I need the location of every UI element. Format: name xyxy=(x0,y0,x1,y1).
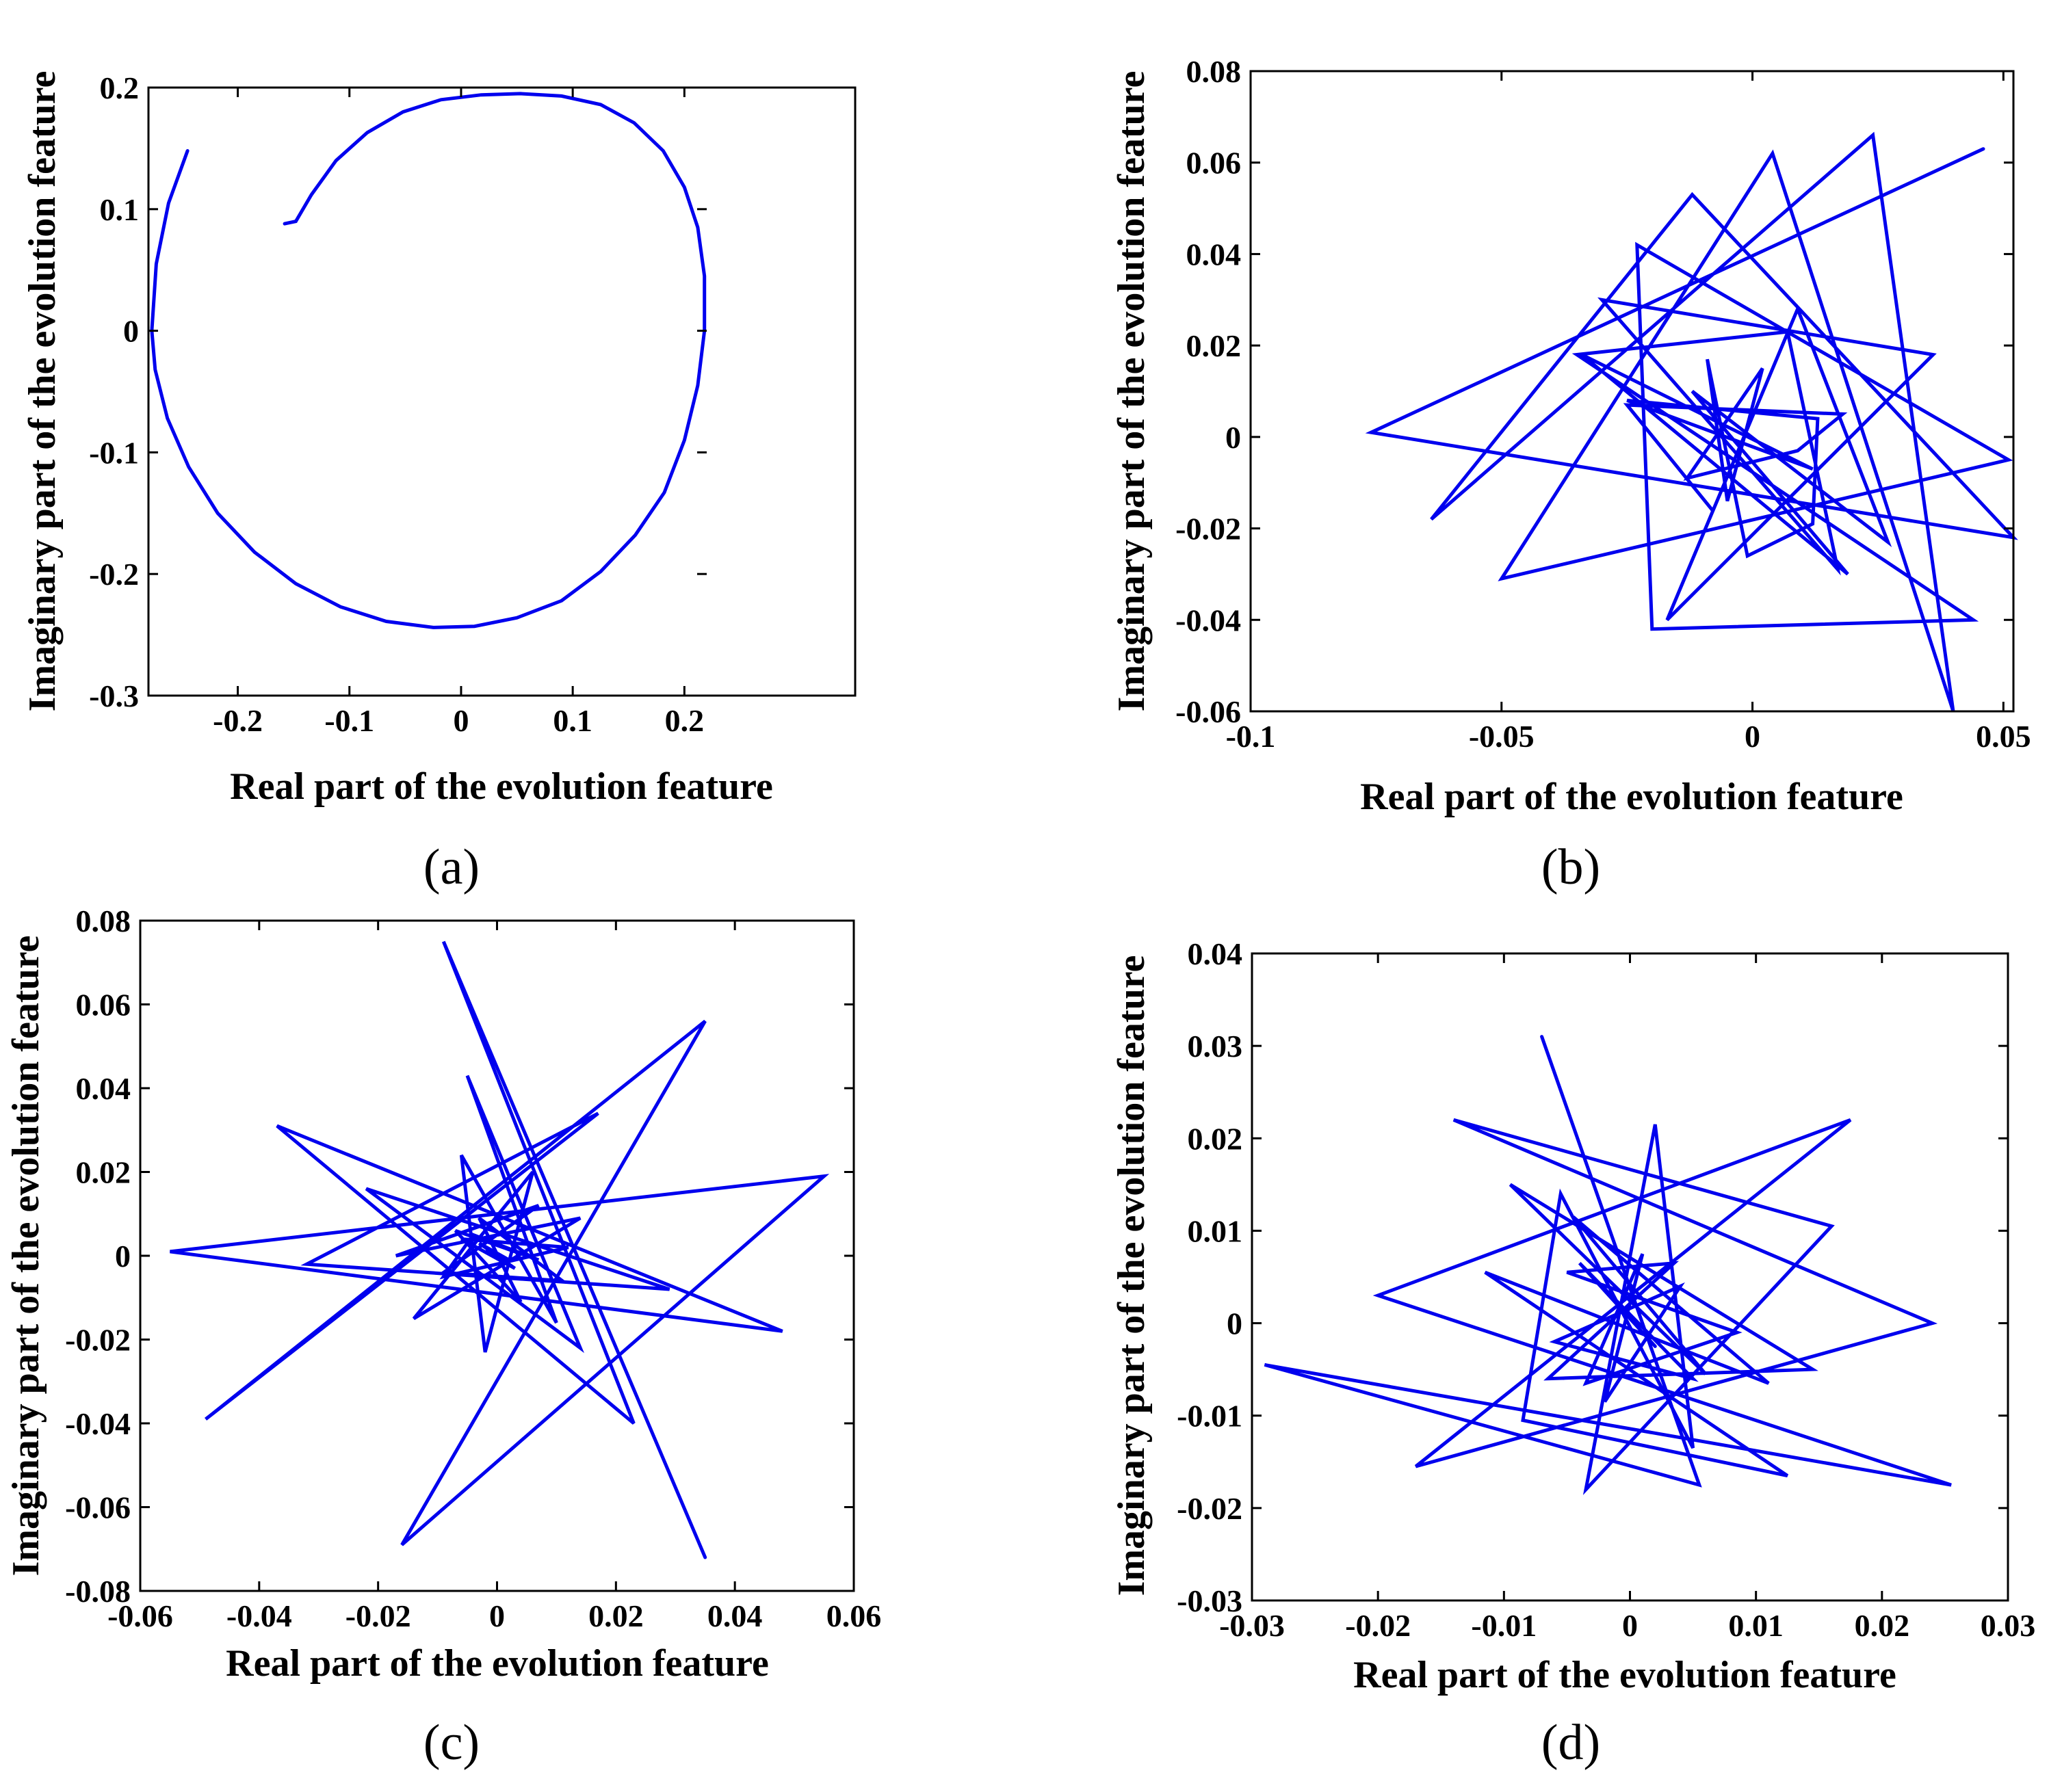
chart-panel-c: -0.06 -0.04 -0.02 0 0.02 0.04 0.06-0.08-0.06-0… xyxy=(5,904,881,1771)
x-tick-label: 0 xyxy=(1745,719,1760,754)
y-tick-label: 0.08 xyxy=(76,904,131,938)
x-tick-label: 0.02 xyxy=(1855,1608,1910,1643)
axis-ticks-d: -0.03 -0.02 -0.01 0 0.01 0.02 0.03 -0.03 -0.02 -0… xyxy=(1177,936,2035,1643)
y-tick-label: -0.02 xyxy=(1177,1491,1242,1526)
y-tick-label: -0.01 xyxy=(1177,1399,1242,1434)
y-tick-label: 0 xyxy=(115,1239,131,1274)
y-tick-label: 0.04 xyxy=(76,1071,131,1106)
y-tick-label: -0.06 xyxy=(1175,694,1241,729)
series-line-c xyxy=(170,940,830,1559)
y-axis-label-a: Imaginary part of the evolution feature xyxy=(21,71,64,712)
y-tick-label: 0 xyxy=(1225,420,1241,455)
y-tick-label: 0.04 xyxy=(1186,237,1242,272)
axis-ticks-b: -0.1 -0.05 0 0.05 -0.06 -0.04 -0.02 0 0.02 0.04 0.… xyxy=(1175,54,2031,754)
y-tick-label: 0.06 xyxy=(1186,146,1242,181)
y-tick-label: -0.04 xyxy=(1175,603,1241,637)
series-line-b xyxy=(1365,131,2018,712)
series-line-d xyxy=(1264,1035,1952,1495)
y-tick-label: 0.01 xyxy=(1188,1213,1243,1248)
y-tick-label: 0.08 xyxy=(1186,54,1242,89)
y-tick-label: 0.04 xyxy=(1188,936,1243,971)
chart-panel-b: -0.1 -0.05 0 0.05 -0.06 -0.04 -0.02 0 0.02 0.04 0.… xyxy=(1110,54,2031,895)
y-tick-label: -0.06 xyxy=(65,1490,131,1525)
y-tick-label: 0.2 xyxy=(100,70,140,105)
y-tick-label: -0.02 xyxy=(65,1323,131,1358)
x-tick-label: 0 xyxy=(1622,1608,1638,1643)
y-tick-label: 0.02 xyxy=(1188,1121,1243,1156)
chart-panel-a: -0.2 -0.1 0 0.1 0.2 -0.3 -0.2 -0.1 0 0.1 0.2 Real … xyxy=(21,70,857,895)
y-axis-label-b: Imaginary part of the evolution feature xyxy=(1110,71,1153,712)
y-tick-label: 0.06 xyxy=(76,988,131,1023)
x-tick-label: 0.04 xyxy=(707,1598,763,1633)
y-tick-label: 0.02 xyxy=(1186,328,1242,363)
chart-panel-d: -0.03 -0.02 -0.01 0 0.01 0.02 0.03 -0.03 -0.02 -0… xyxy=(1110,936,2035,1771)
y-tick-label: -0.2 xyxy=(89,557,139,592)
panel-label-c: (c) xyxy=(423,1715,480,1771)
plot-area-b xyxy=(1365,131,2018,712)
plot-area-a xyxy=(150,92,707,629)
panel-label-a: (a) xyxy=(423,839,480,895)
x-tick-label: 0 xyxy=(453,703,469,738)
y-tick-label: -0.08 xyxy=(65,1574,131,1609)
y-tick-label: -0.03 xyxy=(1177,1583,1242,1618)
plot-area-d xyxy=(1264,1035,1952,1495)
y-tick-label: 0.02 xyxy=(76,1155,131,1190)
series-line-a xyxy=(150,92,707,629)
axis-ticks-a: -0.2 -0.1 0 0.1 0.2 -0.3 -0.2 -0.1 0 0.1 0.2 xyxy=(89,70,707,738)
y-axis-label-c: Imaginary part of the evolution feature xyxy=(5,936,47,1577)
x-axis-label-c: Real part of the evolution feature xyxy=(226,1642,769,1685)
x-tick-label: 0.03 xyxy=(1981,1608,2036,1643)
panel-label-d: (d) xyxy=(1541,1715,1600,1771)
x-axis-label-a: Real part of the evolution feature xyxy=(230,765,773,808)
x-tick-label: -0.04 xyxy=(226,1598,292,1633)
x-axis-label-b: Real part of the evolution feature xyxy=(1360,776,1903,818)
plot-frame-d xyxy=(1251,952,2009,1602)
x-tick-label: -0.1 xyxy=(1226,719,1276,754)
y-tick-label: 0.1 xyxy=(100,192,140,227)
x-axis-label-d: Real part of the evolution feature xyxy=(1353,1654,1896,1696)
x-tick-label: -0.01 xyxy=(1471,1608,1537,1643)
plot-frame-a xyxy=(147,86,857,697)
x-tick-label: 0.05 xyxy=(1976,719,2031,754)
x-tick-label: 0.02 xyxy=(588,1598,644,1633)
y-tick-label: -0.04 xyxy=(65,1406,131,1441)
x-tick-label: -0.02 xyxy=(345,1598,411,1633)
y-tick-label: 0 xyxy=(123,314,139,349)
x-tick-label: -0.05 xyxy=(1469,719,1535,754)
panel-label-b: (b) xyxy=(1541,839,1600,895)
y-tick-label: 0 xyxy=(1227,1306,1242,1341)
x-tick-label: -0.2 xyxy=(213,703,263,738)
y-tick-label: -0.1 xyxy=(89,435,139,470)
x-tick-label: 0.06 xyxy=(826,1598,882,1633)
x-tick-label: 0 xyxy=(489,1598,505,1633)
y-axis-label-d: Imaginary part of the evolution feature xyxy=(1110,956,1153,1596)
y-tick-label: -0.3 xyxy=(89,678,139,713)
x-tick-label: -0.1 xyxy=(324,703,374,738)
x-tick-label: -0.03 xyxy=(1219,1608,1285,1643)
x-tick-label: 0.1 xyxy=(553,703,592,738)
x-tick-label: -0.06 xyxy=(107,1598,173,1633)
x-tick-label: 0.2 xyxy=(665,703,705,738)
plot-area-c xyxy=(170,940,830,1559)
x-tick-label: 0.01 xyxy=(1728,1608,1784,1643)
y-tick-label: 0.03 xyxy=(1188,1029,1243,1064)
plot-frame-b xyxy=(1249,70,2015,713)
x-tick-label: -0.02 xyxy=(1345,1608,1411,1643)
axis-ticks-c: -0.06 -0.04 -0.02 0 0.02 0.04 0.06-0.08-0.06-0… xyxy=(65,904,881,1633)
y-tick-label: -0.02 xyxy=(1175,512,1241,546)
